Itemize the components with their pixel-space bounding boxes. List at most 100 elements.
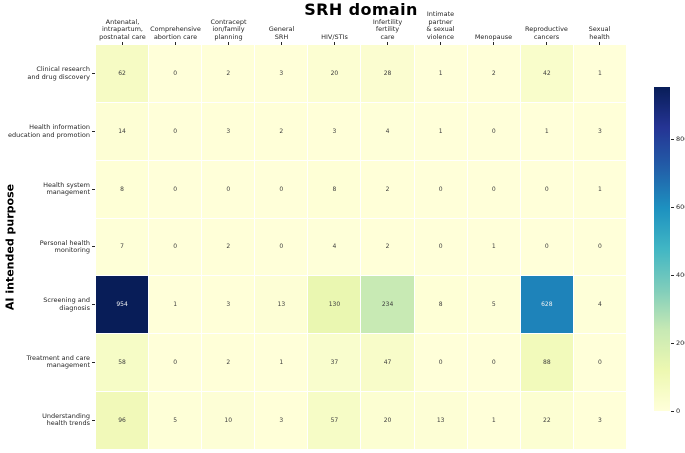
heatmap-cell: 0 [255, 160, 308, 218]
heatmap-cell: 2 [361, 160, 414, 218]
colorbar-tick-mark [671, 275, 674, 277]
heatmap-cell: 0 [149, 218, 202, 276]
heatmap-cell: 0 [573, 218, 626, 276]
heatmap-cell: 1 [467, 218, 520, 276]
heatmap-cell: 3 [573, 392, 626, 449]
x-tick-mark [440, 42, 441, 45]
heatmap-cell: 8 [308, 160, 361, 218]
heatmap-cell: 5 [149, 392, 202, 449]
heatmap-cell: 20 [361, 392, 414, 449]
chart-title: SRH domain [304, 0, 418, 19]
x-tick-mark [334, 42, 335, 45]
colorbar-gradient [654, 87, 670, 411]
heatmap-cell: 8 [96, 160, 149, 218]
heatmap-cell: 954 [96, 276, 149, 334]
heatmap-cell: 4 [308, 218, 361, 276]
heatmap-cell: 1 [573, 45, 626, 102]
heatmap-cell: 0 [573, 334, 626, 392]
heatmap-cell: 2 [255, 102, 308, 160]
y-tick-label: Screening and diagnosis [0, 276, 95, 334]
y-tick-mark [92, 304, 95, 306]
heatmap-cell: 1 [255, 334, 308, 392]
heatmap-cell: 0 [414, 218, 467, 276]
x-tick-label: Reproductive cancers [520, 10, 573, 45]
heatmap-cell: 2 [202, 334, 255, 392]
heatmap-cell: 8 [414, 276, 467, 334]
heatmap-cell: 1 [467, 392, 520, 449]
y-tick-label: Understanding health trends [0, 391, 95, 449]
y-tick-mark [92, 131, 95, 133]
y-tick-label: Health information education and promoti… [0, 103, 95, 161]
heatmap-cell: 1 [414, 102, 467, 160]
heatmap-cell: 1 [520, 102, 573, 160]
x-tick-label: HIV/STIs [308, 10, 361, 45]
heatmap-cell: 3 [573, 102, 626, 160]
heatmap-cell: 1 [414, 45, 467, 102]
heatmap-cell: 20 [308, 45, 361, 102]
heatmap-cell: 88 [520, 334, 573, 392]
heatmap-cell: 0 [467, 160, 520, 218]
heatmap-cell: 0 [202, 160, 255, 218]
y-axis-tick-labels: Clinical research and drug discovery Heal… [0, 45, 95, 449]
heatmap-cell: 37 [308, 334, 361, 392]
heatmap-cell: 0 [149, 45, 202, 102]
heatmap-cell: 628 [520, 276, 573, 334]
heatmap-cell: 5 [467, 276, 520, 334]
y-tick-label: Treatment and care management [0, 334, 95, 392]
x-tick-label: Comprehensive abortion care [149, 10, 202, 45]
heatmap-cell: 13 [255, 276, 308, 334]
y-tick-label: Personal health monitoring [0, 218, 95, 276]
x-tick-label: Antenatal, intrapartum, postnatal care [96, 10, 149, 45]
heatmap-cell: 58 [96, 334, 149, 392]
heatmap-cell: 3 [255, 392, 308, 449]
x-tick-mark [599, 42, 600, 45]
heatmap-cell: 3 [308, 102, 361, 160]
heatmap-cell: 2 [361, 218, 414, 276]
heatmap-cell: 0 [520, 160, 573, 218]
y-tick-mark [92, 188, 95, 190]
heatmap-cell: 0 [149, 334, 202, 392]
heatmap-cell: 0 [414, 160, 467, 218]
x-tick-label: Contracept ion/family planning [202, 10, 255, 45]
heatmap-cell: 234 [361, 276, 414, 334]
colorbar-tick-mark [671, 343, 674, 345]
x-axis-tick-labels: Antenatal, intrapartum, postnatal care Co… [96, 10, 626, 45]
heatmap-cell: 96 [96, 392, 149, 449]
y-tick-mark [92, 419, 95, 421]
heatmap-cell: 0 [255, 218, 308, 276]
heatmap-cell: 1 [149, 276, 202, 334]
y-tick-mark [92, 73, 95, 75]
colorbar-tick-mark [671, 411, 674, 412]
heatmap-cell: 2 [202, 218, 255, 276]
colorbar-tick-label: 800 [676, 135, 685, 144]
x-tick-label: General SRH [255, 10, 308, 45]
heatmap-cell: 3 [202, 276, 255, 334]
heatmap-cell: 57 [308, 392, 361, 449]
heatmap-cell: 3 [255, 45, 308, 102]
heatmap-cell: 0 [467, 334, 520, 392]
x-tick-label: Infertility fertility care [361, 10, 414, 45]
heatmap-cell: 13 [414, 392, 467, 449]
heatmap-cell: 4 [361, 102, 414, 160]
colorbar-tick-label: 200 [676, 339, 685, 348]
heatmap-cell: 14 [96, 102, 149, 160]
heatmap-cell: 130 [308, 276, 361, 334]
x-tick-mark [493, 42, 494, 45]
colorbar-tick-label: 600 [676, 203, 685, 212]
x-tick-label: Intimate partner & sexual violence [414, 10, 467, 45]
heatmap-cell: 1 [573, 160, 626, 218]
heatmap-cell: 0 [520, 218, 573, 276]
x-tick-mark [281, 42, 282, 45]
y-tick-mark [92, 246, 95, 248]
x-tick-mark [387, 42, 388, 45]
y-tick-label: Clinical research and drug discovery [0, 45, 95, 103]
heatmap-cell: 2 [202, 45, 255, 102]
heatmap-cell: 0 [149, 102, 202, 160]
heatmap-cell: 2 [467, 45, 520, 102]
heatmap-cell: 22 [520, 392, 573, 449]
heatmap-cell: 47 [361, 334, 414, 392]
heatmap-cell: 4 [573, 276, 626, 334]
heatmap-cell: 10 [202, 392, 255, 449]
x-tick-label: Menopause [467, 10, 520, 45]
x-tick-mark [228, 42, 229, 45]
